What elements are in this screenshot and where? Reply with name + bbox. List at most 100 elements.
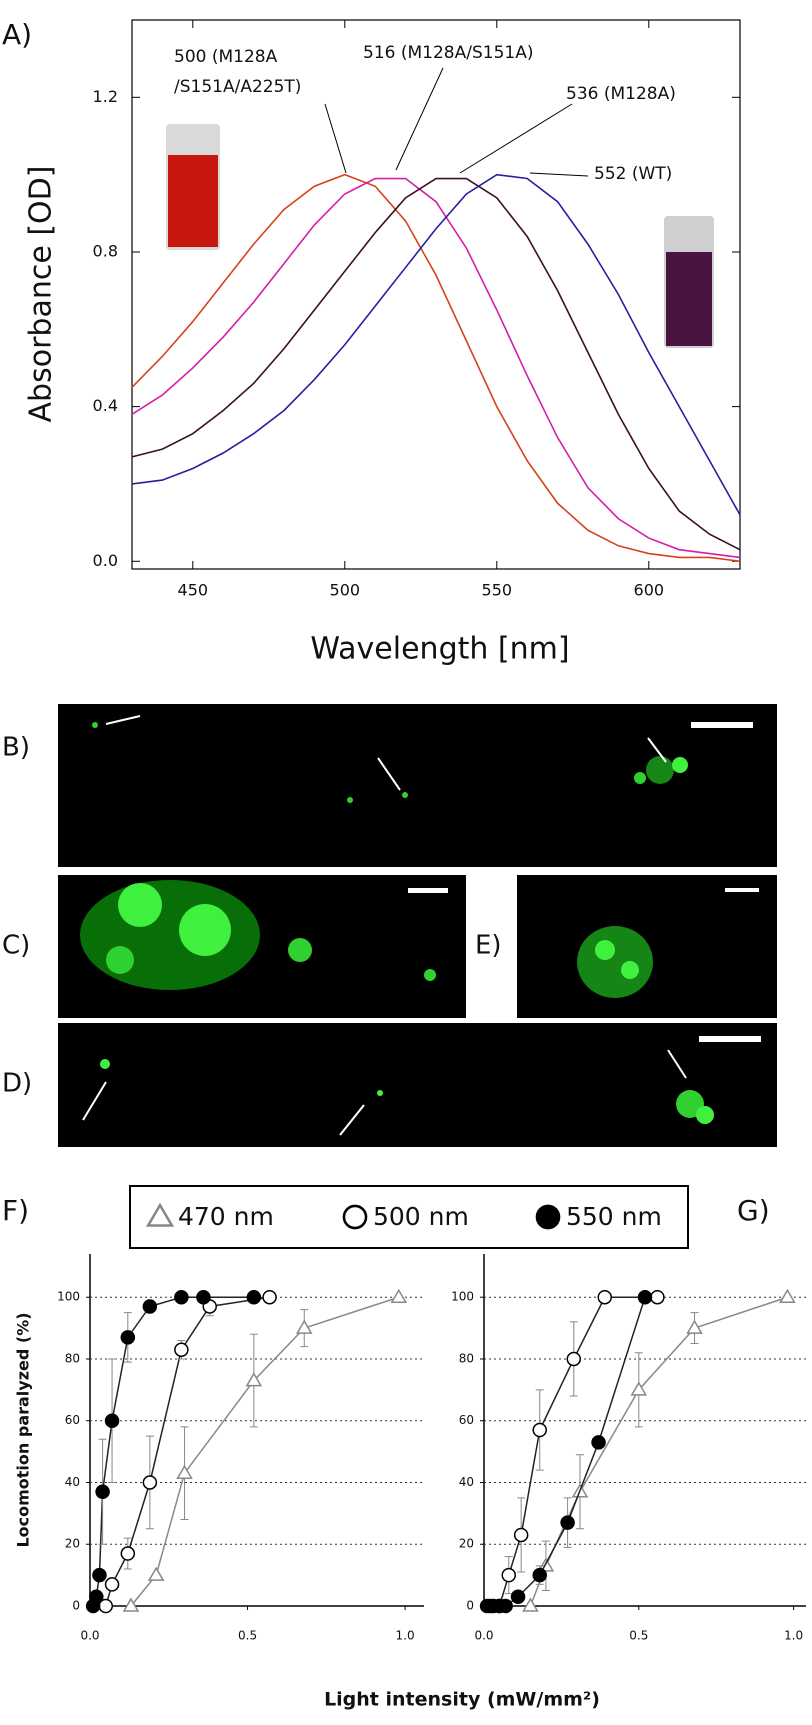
data-point: [532, 1422, 547, 1438]
x-tick-label: 550: [482, 581, 513, 600]
data-point: [686, 1319, 703, 1334]
legend-marker: [342, 1204, 368, 1230]
data-point: [89, 1589, 104, 1604]
data-point: [390, 1288, 408, 1303]
panel-label: A): [2, 18, 32, 51]
y-tick-label: 80: [65, 1351, 80, 1365]
data-point: [142, 1299, 158, 1314]
data-point: [262, 1289, 277, 1305]
data-point: [513, 1527, 529, 1543]
data-point: [522, 1597, 539, 1612]
y-tick-label: 80: [459, 1351, 474, 1365]
x-tick-label: 450: [178, 581, 209, 600]
y-axis-label: Locomotion paralyzed (%): [14, 1312, 33, 1547]
legend-marker: [145, 1202, 175, 1227]
legend-box: [129, 1185, 689, 1249]
data-point: [779, 1288, 796, 1303]
y-tick-label: 0.8: [93, 241, 118, 260]
cuvette-purple: [664, 216, 714, 348]
data-point: [510, 1589, 526, 1604]
legend-label: 470 nm: [178, 1202, 274, 1231]
data-point: [650, 1289, 665, 1305]
data-point: [532, 1567, 547, 1583]
data-point: [92, 1567, 107, 1583]
data-point: [630, 1381, 648, 1396]
y-tick-label: 60: [459, 1413, 474, 1427]
data-point: [176, 1464, 193, 1479]
data-point: [95, 1484, 110, 1500]
data-point: [122, 1597, 140, 1612]
y-tick-label: 0: [466, 1599, 474, 1613]
x-axis-label: Light intensity (mW/mm²): [324, 1689, 600, 1711]
y-tick-label: 40: [65, 1475, 80, 1489]
legend-item: 470 nm: [145, 1202, 274, 1231]
x-tick-label: 1.0: [396, 1629, 415, 1643]
panel-label: E): [475, 931, 502, 961]
y-tick-label: 20: [65, 1537, 80, 1551]
plot-frame: [131, 19, 741, 570]
x-tick-label: 0.5: [629, 1629, 648, 1643]
cuvette-red: [166, 124, 220, 250]
data-point: [104, 1577, 120, 1592]
y-tick-label: 1.2: [93, 87, 118, 106]
data-point: [501, 1567, 517, 1583]
annotation: 536 (M128A): [566, 84, 676, 104]
legend-label: 500 nm: [373, 1202, 469, 1231]
series-line: [487, 1297, 646, 1607]
annotation-leader: [529, 172, 589, 177]
series-line: [131, 177, 741, 551]
data-point: [104, 1413, 120, 1428]
data-point: [637, 1289, 653, 1305]
y-tick-label: 100: [451, 1290, 474, 1304]
y-tick-label: 20: [459, 1537, 474, 1551]
x-tick-label: 1.0: [784, 1629, 803, 1643]
x-axis-label: Wavelength [nm]: [310, 632, 569, 667]
annotation-leader: [395, 67, 444, 171]
series-line: [131, 173, 741, 563]
micrograph-d: [58, 1023, 777, 1147]
data-point: [196, 1289, 211, 1305]
data-point: [246, 1289, 262, 1305]
y-tick-label: 100: [57, 1290, 80, 1304]
annotation: 500 (M128A: [174, 47, 278, 67]
legend-marker: [535, 1204, 561, 1230]
panel-label: D): [2, 1069, 32, 1099]
data-point: [591, 1435, 606, 1450]
data-point: [120, 1546, 136, 1561]
panel-label: B): [2, 733, 30, 763]
series-line: [130, 1296, 400, 1607]
y-tick-label: 0: [72, 1599, 80, 1613]
data-point: [295, 1319, 313, 1334]
data-point: [142, 1475, 158, 1490]
legend-label: 550 nm: [566, 1202, 662, 1231]
x-tick-label: 500: [330, 581, 361, 600]
data-point: [566, 1351, 582, 1367]
annotation-leader: [324, 103, 347, 174]
y-axis-label: Absorbance [OD]: [24, 166, 59, 423]
data-point: [174, 1342, 189, 1357]
micrograph-c: [58, 875, 466, 1018]
panel-label: G): [737, 1194, 770, 1227]
annotation: 552 (WT): [594, 164, 672, 184]
panel-label: F): [2, 1194, 29, 1227]
data-point: [245, 1372, 263, 1387]
y-tick-label: 0.4: [93, 396, 118, 415]
data-point: [560, 1515, 575, 1530]
x-tick-label: 0.0: [474, 1629, 493, 1643]
y-tick-label: 60: [65, 1413, 80, 1427]
micrograph-b: [58, 704, 777, 867]
data-point: [147, 1566, 165, 1581]
data-point: [597, 1289, 612, 1305]
panel-label: C): [2, 931, 30, 961]
legend-item: 550 nm: [535, 1202, 662, 1231]
data-point: [174, 1289, 189, 1305]
data-point: [120, 1330, 136, 1345]
series-line: [92, 1296, 254, 1607]
series-line: [131, 173, 741, 516]
x-tick-label: 0.0: [80, 1629, 99, 1643]
x-tick-label: 600: [634, 581, 665, 600]
series-line: [131, 177, 741, 559]
x-tick-label: 0.5: [238, 1629, 257, 1643]
annotation-leader: [459, 103, 573, 174]
